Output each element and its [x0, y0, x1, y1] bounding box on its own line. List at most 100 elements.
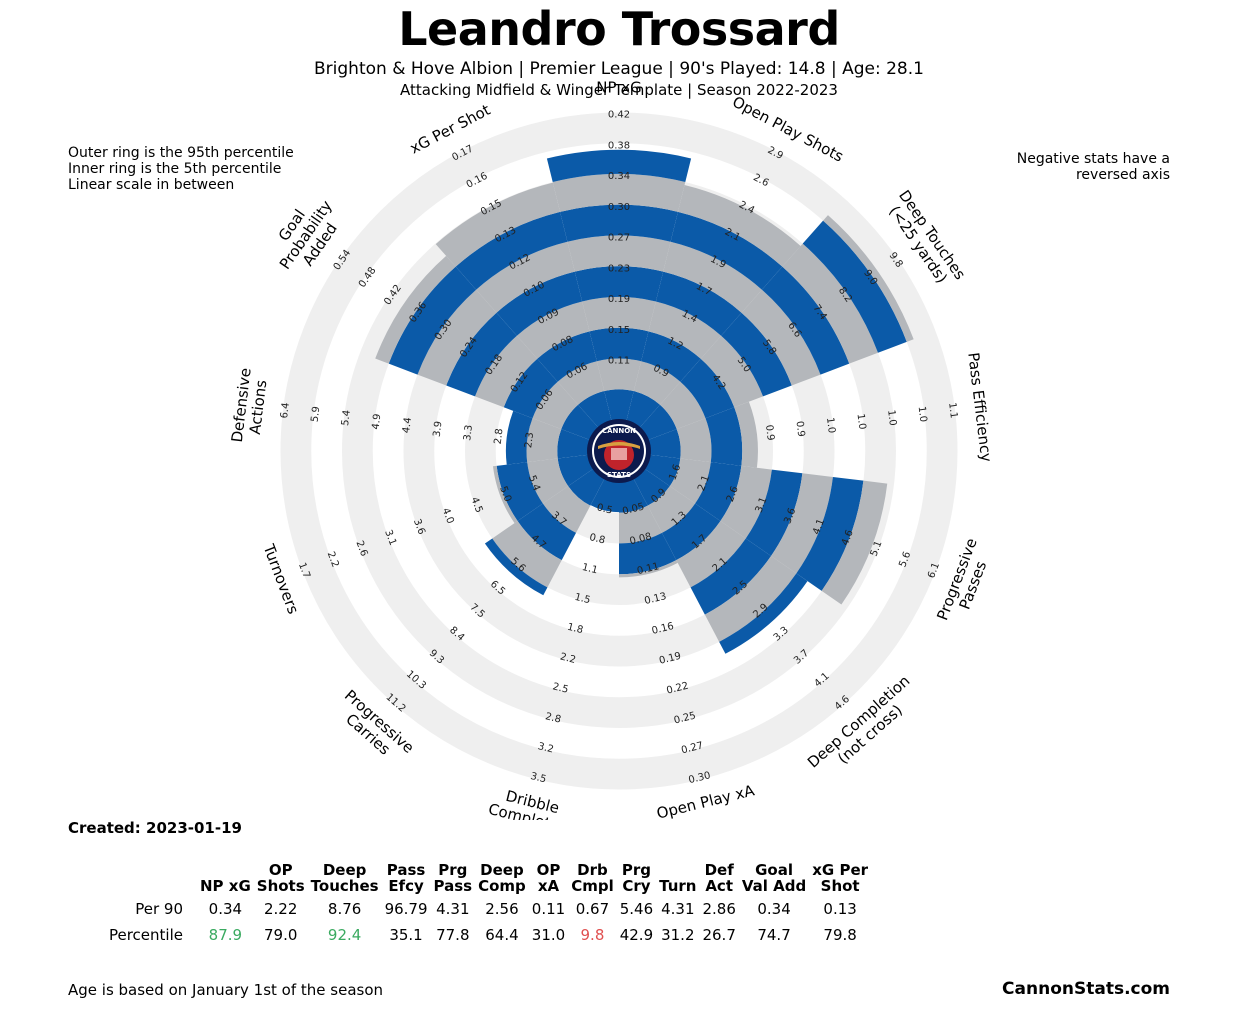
note-inner-ring: Inner ring is the 5th percentile [68, 161, 282, 177]
brand-link[interactable]: CannonStats.com [1002, 979, 1170, 999]
table-row-label: Percentile [108, 926, 183, 944]
radar-sector-band [677, 185, 801, 267]
cannon-icon [598, 442, 640, 449]
radar-sector-band [557, 454, 594, 487]
radar-tick-label: 0.19 [658, 651, 682, 667]
radar-tick-label: 4.0 [440, 507, 456, 526]
radar-tick-label: 0.25 [673, 710, 697, 726]
table-header-row: NP xG OP Shots Deep Touches Pass Efcy Prg Pass De… [100, 862, 871, 896]
radar-sector-9 [492, 454, 594, 524]
radar-sector-band [661, 503, 721, 561]
cannon-stats-logo: CANNON STATS [587, 419, 651, 483]
radar-tick-label: 0.08 [629, 531, 653, 547]
table-header: Def Act [704, 861, 734, 895]
note-outer-ring: Outer ring is the 95th percentile [68, 145, 294, 161]
radar-sector-band [700, 335, 763, 408]
table-cell: 79.8 [823, 926, 857, 944]
radar-axis-label: Pass Efficiency [964, 351, 995, 463]
radar-sector-5 [633, 468, 808, 654]
radar-tick-label: 4.9 [371, 413, 384, 430]
radar-sector-band [484, 538, 548, 596]
radar-sector-band [796, 476, 864, 591]
radar-tick-label: 0.27 [680, 740, 704, 756]
radar-sector-band [648, 301, 722, 359]
radar-tick-label: 2.6 [725, 485, 741, 504]
table-cell: 74.7 [757, 926, 791, 944]
radar-tick-label: 3.1 [754, 496, 770, 515]
radar-sector-band [574, 266, 664, 302]
table-cell: 77.8 [436, 926, 470, 944]
radar-tick-label: 2.8 [544, 711, 562, 725]
radar-sector-band [590, 478, 619, 513]
note-linear-scale: Linear scale in between [68, 177, 235, 193]
radar-tick-label: 0.15 [608, 325, 630, 336]
table-header: xG Per Shot [812, 861, 869, 895]
table-cell: 87.9 [208, 926, 243, 944]
radar-sector-band [741, 289, 821, 386]
table-row-percentile: Percentile 87.9 79.0 92.4 35.1 77.8 64.4 31.0 9.… [100, 922, 871, 948]
radar-sector-band [567, 235, 671, 272]
radar-sector-band [516, 301, 590, 359]
table-cell: 8.76 [327, 900, 362, 918]
radar-sector-band [435, 182, 561, 267]
radar-tick-label: 6.1 [926, 561, 942, 580]
radar-sector-band [821, 480, 888, 605]
table-header: Deep Comp [478, 861, 526, 895]
radar-tick-label: 2.1 [696, 474, 712, 493]
radar-tick-label: 3.3 [462, 424, 475, 441]
table-header: OP Shots [256, 861, 305, 895]
stats-table: NP xG OP Shots Deep Touches Pass Efcy Prg Pass De… [100, 862, 871, 948]
radar-sector-band [546, 149, 692, 183]
radar-axis-label: Turnovers [259, 541, 302, 617]
radar-tick-label: 4.1 [811, 517, 827, 536]
table-cell: 0.34 [208, 900, 243, 918]
radar-tick-label: 3.9 [432, 420, 445, 437]
radar-tick-label: 0.11 [608, 356, 630, 367]
radar-sector-band [619, 478, 648, 513]
table-cell: 0.34 [757, 900, 791, 918]
table-cell: 31.0 [531, 926, 566, 944]
player-info-subtitle: Brighton & Hove Albion | Premier League … [314, 59, 924, 79]
radar-sector-2 [639, 215, 914, 441]
radar-sector-band [644, 454, 681, 487]
radar-sector-band [476, 241, 575, 313]
radar-sector-6 [619, 478, 678, 578]
note-reversed-axis: reversed axis [1075, 167, 1170, 183]
radar-tick-label: 0.05 [621, 501, 645, 517]
radar-ring-9 [280, 112, 958, 790]
radar-sector-band [690, 538, 772, 615]
logo-text-bottom: STATS [607, 471, 631, 479]
radar-axis-label: DribbleCompleted [487, 783, 575, 820]
radar-tick-label: 2.2 [325, 550, 341, 569]
radar-tick-label: 1.5 [573, 592, 591, 606]
table-cell: 0.67 [575, 900, 610, 918]
table-cell: 2.22 [264, 900, 298, 918]
radar-sector-band [604, 389, 634, 421]
radar-tick-label: 4.5 [468, 496, 484, 515]
table-row-label: Per 90 [135, 900, 183, 918]
radar-axis-label-line: Turnovers [259, 541, 302, 617]
radar-sector-band [695, 462, 742, 522]
radar-sector-band [446, 312, 517, 397]
radar-tick-label: 0.13 [643, 591, 667, 607]
table-header: Deep Touches [310, 861, 379, 895]
note-negative-stats: Negative stats have a [1016, 151, 1170, 167]
template-subtitle: Attacking Midfield & Winger Template | S… [400, 81, 838, 99]
radar-sector-band [475, 335, 538, 408]
radar-sector-band [823, 215, 914, 342]
table-cell: 42.9 [619, 926, 654, 944]
radar-tick-label: 0.11 [636, 561, 660, 577]
radar-tick-label: 4.4 [401, 417, 414, 434]
radar-tick-label: 1.0 [855, 413, 868, 430]
radar-tick-label: 2.8 [493, 428, 506, 445]
radar-sector-band [676, 521, 746, 588]
radar-tick-label: 0.16 [651, 621, 675, 637]
radar-tick-label: 5.6 [897, 550, 913, 569]
radar-axis-label-line: Open Play xA [655, 781, 757, 820]
table-cell: 5.46 [619, 900, 654, 918]
radar-tick-label: 3.6 [411, 517, 427, 536]
radar-tick-label: 4.6 [840, 528, 856, 547]
radar-sector-band [802, 220, 907, 353]
radar-tick-label: 1.1 [581, 562, 599, 576]
radar-sector-band [647, 429, 681, 459]
